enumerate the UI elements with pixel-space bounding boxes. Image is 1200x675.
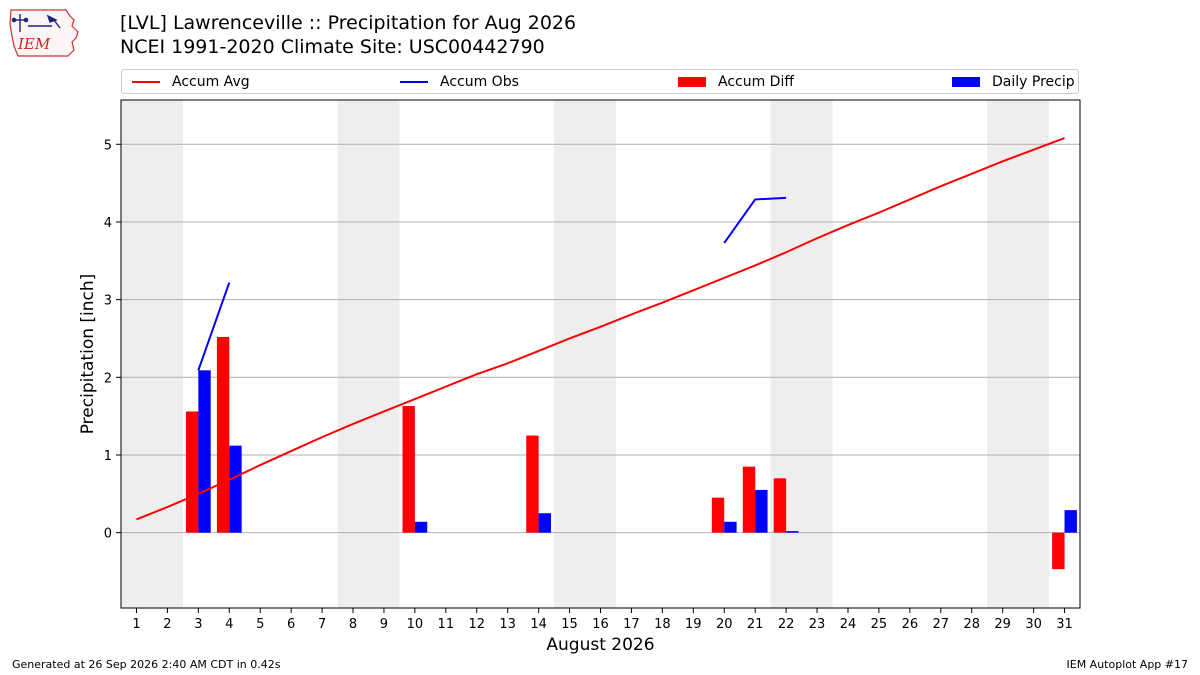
x-tick-label: 20 [716,617,733,632]
plot-frame [120,99,1081,609]
weekend-shade [337,100,400,608]
y-tick-label: 4 [104,216,112,231]
legend-item-accum-diff: Accum Diff [678,73,794,91]
x-tick-label: 2 [163,617,171,632]
generated-timestamp: Generated at 26 Sep 2026 2:40 AM CDT in … [12,658,281,671]
bar-daily-precip [538,513,552,533]
x-tick-label: 29 [994,617,1011,632]
bar-accum-diff [402,406,415,533]
chart-subtitle: NCEI 1991-2020 Climate Site: USC00442790 [120,36,545,58]
bar-daily-precip [786,531,799,533]
bar-accum-diff [1052,532,1065,570]
x-tick-label: 11 [438,617,455,632]
weekend-shade [121,100,183,608]
x-tick-label: 19 [685,617,702,632]
x-axis-label: August 2026 [546,635,654,655]
legend-swatch-accum-obs [400,81,428,83]
x-tick-label: 24 [840,617,857,632]
legend-label-accum-diff: Accum Diff [718,74,795,90]
weekend-shade [987,100,1050,608]
line-accum-obs [197,282,231,371]
x-tick-label: 14 [530,617,547,632]
y-tick-label: 2 [104,371,112,386]
x-tick-label: 8 [349,617,357,632]
bar-daily-precip [414,521,428,533]
weather-station-icon [11,14,61,32]
x-tick-label: 9 [380,617,388,632]
iem-logo-text: IEM [17,35,51,53]
bar-accum-diff [526,435,539,533]
x-tick-label: 30 [1025,617,1042,632]
y-tick-label: 1 [104,449,112,464]
weekend-shade [554,100,616,608]
x-tick-label: 22 [778,617,795,632]
x-tick-label: 3 [194,617,202,632]
bar-daily-precip [1064,510,1077,533]
line-accum-avg [136,137,1065,521]
x-tick-label: 15 [561,617,578,632]
x-tick-label: 18 [654,617,671,632]
bar-daily-precip [724,521,737,533]
line-accum-obs [723,196,787,244]
bar-accum-diff [185,411,199,533]
x-tick-label: 6 [287,617,295,632]
x-tick-label: 13 [499,617,516,632]
legend-item-accum-avg: Accum Avg [132,73,250,91]
x-tick-label: 12 [468,617,485,632]
bar-accum-diff [773,478,787,533]
bar-daily-precip [198,370,211,533]
iem-logo: IEM [9,9,79,57]
legend-item-daily-precip: Daily Precip [952,73,1075,91]
y-tick-label: 3 [104,294,112,309]
legend-label-daily-precip: Daily Precip [992,74,1075,90]
x-tick-label: 31 [1056,617,1073,632]
legend-label-accum-obs: Accum Obs [440,74,519,90]
bar-daily-precip [229,445,242,533]
x-tick-label: 1 [132,617,140,632]
x-tick-label: 23 [809,617,826,632]
y-axis-label: Precipitation [inch] [78,274,98,435]
autoplot-app-label: IEM Autoplot App #17 [1066,658,1189,671]
x-tick-label: 17 [623,617,640,632]
x-tick-label: 5 [256,617,264,632]
x-tick-label: 4 [225,617,233,632]
legend-swatch-accum-diff [678,77,706,87]
bar-daily-precip [755,489,768,533]
bar-accum-diff [742,466,756,533]
x-tick-label: 27 [933,617,950,632]
x-tick-label: 28 [963,617,980,632]
x-tick-label: 21 [747,617,764,632]
chart-legend: Accum Avg Accum Obs Accum Diff Daily Pre… [121,69,1079,94]
y-tick-label: 5 [104,138,112,153]
x-tick-label: 16 [592,617,609,632]
x-tick-label: 10 [407,617,424,632]
x-tick-label: 25 [871,617,888,632]
legend-label-accum-avg: Accum Avg [172,74,250,90]
bar-accum-diff [711,497,725,533]
legend-item-accum-obs: Accum Obs [400,73,519,91]
chart-title: [LVL] Lawrenceville :: Precipitation for… [120,12,577,34]
bar-accum-diff [216,336,230,533]
x-tick-label: 26 [902,617,919,632]
y-tick-label: 0 [104,527,112,542]
legend-swatch-accum-avg [132,81,160,83]
legend-swatch-daily-precip [952,77,980,87]
x-tick-label: 7 [318,617,326,632]
